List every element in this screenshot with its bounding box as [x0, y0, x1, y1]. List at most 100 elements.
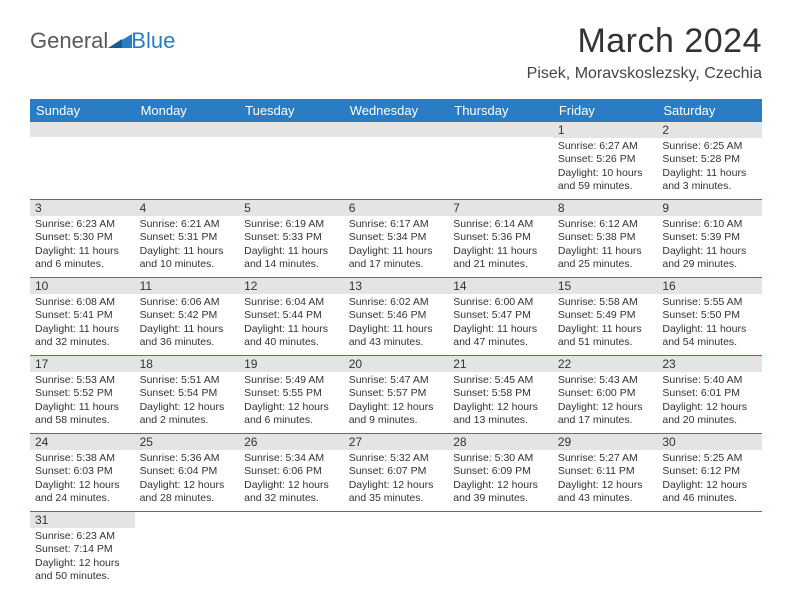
day-d1: Daylight: 12 hours	[558, 401, 653, 414]
day-d2: and 20 minutes.	[662, 414, 757, 427]
brand-part2: Blue	[131, 28, 175, 54]
day-data: Sunrise: 5:53 AMSunset: 5:52 PMDaylight:…	[30, 372, 135, 433]
day-data: Sunrise: 5:30 AMSunset: 6:09 PMDaylight:…	[448, 450, 553, 511]
day-number: 16	[657, 278, 762, 294]
day-d2: and 39 minutes.	[453, 492, 548, 505]
day-data: Sunrise: 6:04 AMSunset: 5:44 PMDaylight:…	[239, 294, 344, 355]
calendar-day-cell: 6Sunrise: 6:17 AMSunset: 5:34 PMDaylight…	[344, 200, 449, 278]
day-number: 24	[30, 434, 135, 450]
day-d1: Daylight: 11 hours	[558, 323, 653, 336]
day-sr: Sunrise: 6:06 AM	[140, 296, 235, 309]
day-data: Sunrise: 6:10 AMSunset: 5:39 PMDaylight:…	[657, 216, 762, 277]
calendar-empty-cell	[344, 512, 449, 590]
day-ss: Sunset: 6:06 PM	[244, 465, 339, 478]
calendar-day-cell: 23Sunrise: 5:40 AMSunset: 6:01 PMDayligh…	[657, 356, 762, 434]
day-d1: Daylight: 12 hours	[349, 401, 444, 414]
calendar-day-cell: 4Sunrise: 6:21 AMSunset: 5:31 PMDaylight…	[135, 200, 240, 278]
day-number: 3	[30, 200, 135, 216]
day-data: Sunrise: 5:55 AMSunset: 5:50 PMDaylight:…	[657, 294, 762, 355]
calendar-week-row: 1Sunrise: 6:27 AMSunset: 5:26 PMDaylight…	[30, 122, 762, 200]
day-data: Sunrise: 6:21 AMSunset: 5:31 PMDaylight:…	[135, 216, 240, 277]
day-data: Sunrise: 6:19 AMSunset: 5:33 PMDaylight:…	[239, 216, 344, 277]
calendar-empty-cell	[448, 122, 553, 200]
day-d1: Daylight: 11 hours	[453, 245, 548, 258]
day-number: 11	[135, 278, 240, 294]
weekday-header: Monday	[135, 99, 240, 122]
day-ss: Sunset: 6:04 PM	[140, 465, 235, 478]
day-d1: Daylight: 12 hours	[244, 479, 339, 492]
calendar-day-cell: 5Sunrise: 6:19 AMSunset: 5:33 PMDaylight…	[239, 200, 344, 278]
day-d2: and 50 minutes.	[35, 570, 130, 583]
day-d1: Daylight: 11 hours	[558, 245, 653, 258]
day-data: Sunrise: 5:25 AMSunset: 6:12 PMDaylight:…	[657, 450, 762, 511]
empty-daynum-strip	[239, 122, 344, 137]
calendar-day-cell: 20Sunrise: 5:47 AMSunset: 5:57 PMDayligh…	[344, 356, 449, 434]
day-data: Sunrise: 6:06 AMSunset: 5:42 PMDaylight:…	[135, 294, 240, 355]
day-data: Sunrise: 5:38 AMSunset: 6:03 PMDaylight:…	[30, 450, 135, 511]
calendar-day-cell: 18Sunrise: 5:51 AMSunset: 5:54 PMDayligh…	[135, 356, 240, 434]
day-ss: Sunset: 5:44 PM	[244, 309, 339, 322]
triangle-icon	[108, 32, 132, 48]
day-ss: Sunset: 6:01 PM	[662, 387, 757, 400]
day-ss: Sunset: 5:34 PM	[349, 231, 444, 244]
calendar-day-cell: 19Sunrise: 5:49 AMSunset: 5:55 PMDayligh…	[239, 356, 344, 434]
weekday-header: Sunday	[30, 99, 135, 122]
day-d1: Daylight: 12 hours	[349, 479, 444, 492]
day-d1: Daylight: 11 hours	[244, 323, 339, 336]
day-data: Sunrise: 6:12 AMSunset: 5:38 PMDaylight:…	[553, 216, 658, 277]
day-d2: and 9 minutes.	[349, 414, 444, 427]
day-number: 23	[657, 356, 762, 372]
day-data: Sunrise: 6:23 AMSunset: 5:30 PMDaylight:…	[30, 216, 135, 277]
day-sr: Sunrise: 5:53 AM	[35, 374, 130, 387]
day-number: 19	[239, 356, 344, 372]
day-sr: Sunrise: 5:25 AM	[662, 452, 757, 465]
day-sr: Sunrise: 6:23 AM	[35, 530, 130, 543]
day-d2: and 29 minutes.	[662, 258, 757, 271]
calendar-day-cell: 8Sunrise: 6:12 AMSunset: 5:38 PMDaylight…	[553, 200, 658, 278]
day-data: Sunrise: 5:49 AMSunset: 5:55 PMDaylight:…	[239, 372, 344, 433]
page-header: General Blue March 2024 Pisek, Moravskos…	[0, 0, 792, 91]
day-d1: Daylight: 11 hours	[349, 245, 444, 258]
day-sr: Sunrise: 5:34 AM	[244, 452, 339, 465]
day-d2: and 17 minutes.	[558, 414, 653, 427]
day-ss: Sunset: 6:00 PM	[558, 387, 653, 400]
day-ss: Sunset: 5:26 PM	[558, 153, 653, 166]
day-number: 17	[30, 356, 135, 372]
day-data: Sunrise: 5:51 AMSunset: 5:54 PMDaylight:…	[135, 372, 240, 433]
calendar-empty-cell	[344, 122, 449, 200]
day-ss: Sunset: 5:46 PM	[349, 309, 444, 322]
calendar-day-cell: 15Sunrise: 5:58 AMSunset: 5:49 PMDayligh…	[553, 278, 658, 356]
day-number: 21	[448, 356, 553, 372]
day-d2: and 10 minutes.	[140, 258, 235, 271]
day-ss: Sunset: 5:49 PM	[558, 309, 653, 322]
weekday-header: Tuesday	[239, 99, 344, 122]
day-data: Sunrise: 6:23 AMSunset: 7:14 PMDaylight:…	[30, 528, 135, 590]
day-number: 20	[344, 356, 449, 372]
calendar-day-cell: 31Sunrise: 6:23 AMSunset: 7:14 PMDayligh…	[30, 512, 135, 590]
day-ss: Sunset: 5:42 PM	[140, 309, 235, 322]
day-number: 10	[30, 278, 135, 294]
day-ss: Sunset: 7:14 PM	[35, 543, 130, 556]
day-ss: Sunset: 5:50 PM	[662, 309, 757, 322]
empty-body	[448, 512, 553, 590]
month-title: March 2024	[527, 22, 762, 61]
calendar-empty-cell	[553, 512, 658, 590]
brand-part1: General	[30, 28, 108, 54]
day-number: 29	[553, 434, 658, 450]
calendar-week-row: 24Sunrise: 5:38 AMSunset: 6:03 PMDayligh…	[30, 434, 762, 512]
day-number: 26	[239, 434, 344, 450]
day-data: Sunrise: 6:08 AMSunset: 5:41 PMDaylight:…	[30, 294, 135, 355]
day-sr: Sunrise: 5:36 AM	[140, 452, 235, 465]
day-ss: Sunset: 5:38 PM	[558, 231, 653, 244]
day-ss: Sunset: 5:33 PM	[244, 231, 339, 244]
day-data: Sunrise: 5:43 AMSunset: 6:00 PMDaylight:…	[553, 372, 658, 433]
day-ss: Sunset: 5:47 PM	[453, 309, 548, 322]
day-d2: and 28 minutes.	[140, 492, 235, 505]
day-d1: Daylight: 10 hours	[558, 167, 653, 180]
calendar-empty-cell	[239, 512, 344, 590]
calendar-day-cell: 10Sunrise: 6:08 AMSunset: 5:41 PMDayligh…	[30, 278, 135, 356]
day-data: Sunrise: 5:27 AMSunset: 6:11 PMDaylight:…	[553, 450, 658, 511]
weekday-header: Saturday	[657, 99, 762, 122]
day-number: 18	[135, 356, 240, 372]
calendar-week-row: 31Sunrise: 6:23 AMSunset: 7:14 PMDayligh…	[30, 512, 762, 590]
